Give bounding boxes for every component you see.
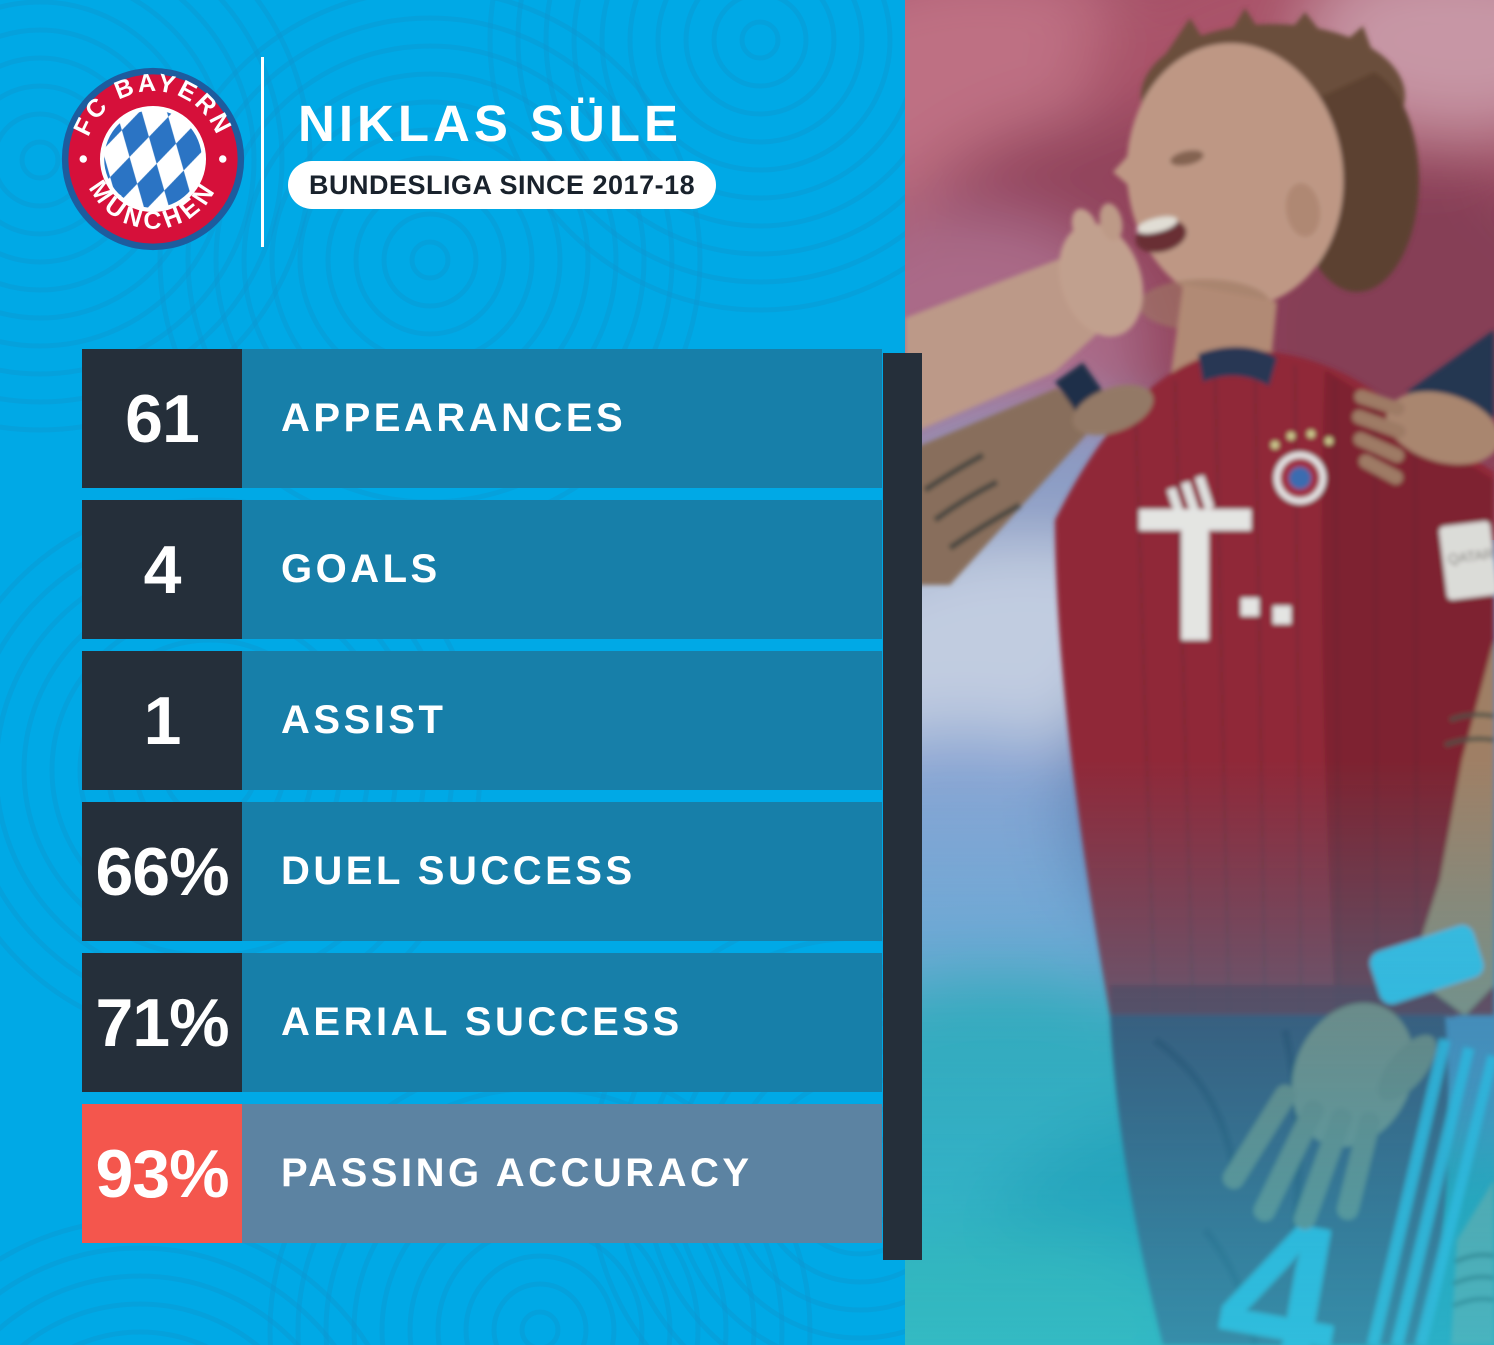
club-crest-on-jersey [1271,430,1333,504]
stat-label: PASSING ACCURACY [281,1151,753,1195]
stats-panel-shadow [883,353,922,1260]
stat-bar: APPEARANCES [242,349,882,488]
stat-value: 4 [82,500,242,639]
telekom-logo: T [1137,469,1291,681]
stat-bar: AERIAL SUCCESS [242,953,882,1092]
header-divider [261,57,264,247]
adidas-logo [1167,475,1215,515]
player-raised-arm [905,203,1144,436]
stat-value: 61 [82,349,242,488]
stat-value: 71% [82,953,242,1092]
svg-text:QATAR: QATAR [1447,546,1494,568]
stat-value: 93% [82,1104,242,1243]
stat-label: GOALS [281,547,441,591]
stat-row: 1 ASSIST [82,651,882,790]
stat-value: 1 [82,651,242,790]
photo-teal-tint [905,760,1494,1345]
stat-label: DUEL SUCCESS [281,849,636,893]
jersey-collar [1198,346,1277,386]
stat-label: ASSIST [281,698,447,742]
season-badge: BUNDESLIGA SINCE 2017-18 [288,161,717,209]
stat-row: 61 APPEARANCES [82,349,882,488]
stat-value: 66% [82,802,242,941]
stat-row: 66% DUEL SUCCESS [82,802,882,941]
stat-bar: PASSING ACCURACY [242,1104,882,1243]
stats-panel: 61 APPEARANCES 4 GOALS 1 ASSIST 66% DUEL… [82,349,882,1243]
stat-bar: DUEL SUCCESS [242,802,882,941]
stat-label: APPEARANCES [281,396,627,440]
page-title: NIKLAS SÜLE [298,95,683,152]
stat-row: 71% AERIAL SUCCESS [82,953,882,1092]
stat-row: 93% PASSING ACCURACY [82,1104,882,1243]
sleeve-patch: QATAR [1439,521,1494,600]
teammate-arm-left [905,362,1154,585]
stat-bar: ASSIST [242,651,882,790]
stat-label: AERIAL SUCCESS [281,1000,683,1044]
club-logo: FC BAYERN MÜNCHEN [61,67,245,251]
svg-text:T: T [1137,469,1253,681]
teammate-hand-right [1352,330,1494,485]
stat-bar: GOALS [242,500,882,639]
stat-row: 4 GOALS [82,500,882,639]
player-photo: T QATAR [905,0,1494,1345]
